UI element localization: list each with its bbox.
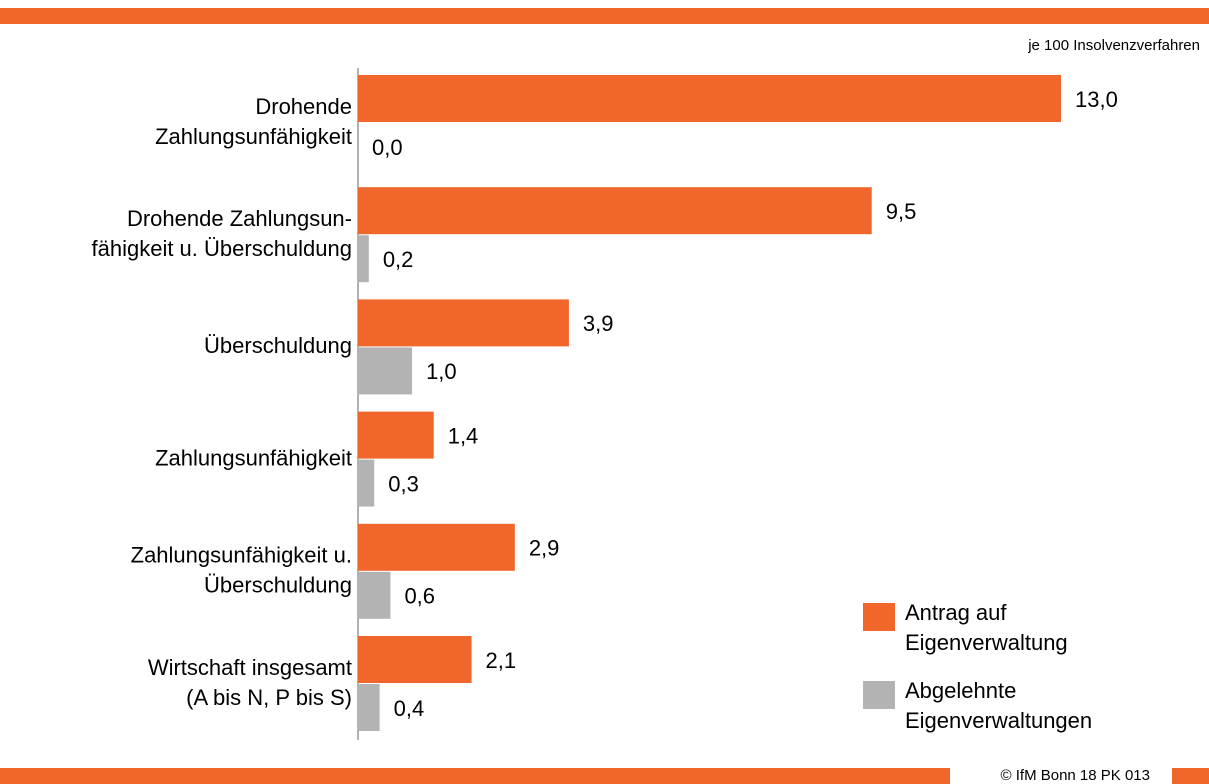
category-label: Zahlungsunfähigkeit xyxy=(155,445,352,470)
bar xyxy=(358,75,1061,122)
value-label: 0,2 xyxy=(383,247,414,272)
category-label: Überschuldung xyxy=(204,573,352,598)
value-label: 13,0 xyxy=(1075,87,1118,112)
bar xyxy=(358,299,569,347)
category-label: Überschuldung xyxy=(204,333,352,358)
bottom-band-end xyxy=(1172,768,1209,784)
category-label: fähigkeit u. Überschuldung xyxy=(92,236,353,261)
bar xyxy=(358,411,434,459)
category-label: Wirtschaft insgesamt xyxy=(148,655,352,680)
bar xyxy=(358,523,515,571)
value-label: 3,9 xyxy=(583,311,614,336)
legend-swatch xyxy=(863,681,895,709)
value-label: 0,4 xyxy=(394,696,425,721)
value-label: 2,9 xyxy=(529,536,560,561)
footer: © IfM Bonn 18 PK 013 xyxy=(1001,767,1150,784)
legend-swatch xyxy=(863,603,895,631)
bar xyxy=(358,235,369,283)
bottom-band xyxy=(0,768,950,784)
bar xyxy=(358,187,872,235)
legend-label: Antrag auf Eigenverwaltung xyxy=(905,600,1068,655)
value-label: 1,4 xyxy=(448,423,479,448)
value-label: 2,1 xyxy=(486,648,517,673)
value-label: 0,0 xyxy=(372,135,403,160)
category-label: Zahlungsunfähigkeit u. xyxy=(131,543,352,568)
bar xyxy=(358,571,391,619)
bar xyxy=(358,636,472,683)
value-label: 0,6 xyxy=(404,584,435,609)
category-label: (A bis N, P bis S) xyxy=(186,685,352,710)
bar xyxy=(358,347,413,395)
top-band xyxy=(0,8,1209,24)
category-label: Drohende Zahlungsun- xyxy=(127,206,352,231)
value-label: 1,0 xyxy=(426,359,457,384)
unit-note: je 100 Insolvenzverfahren xyxy=(1027,37,1200,54)
category-label: Drohende xyxy=(255,94,352,119)
value-label: 0,3 xyxy=(388,471,419,496)
bar xyxy=(358,684,380,731)
category-label: Zahlungsunfähigkeit xyxy=(155,124,352,149)
bar xyxy=(358,459,375,507)
value-label: 9,5 xyxy=(886,199,917,224)
legend-label: Abgelehnte Eigenverwaltungen xyxy=(905,678,1093,733)
